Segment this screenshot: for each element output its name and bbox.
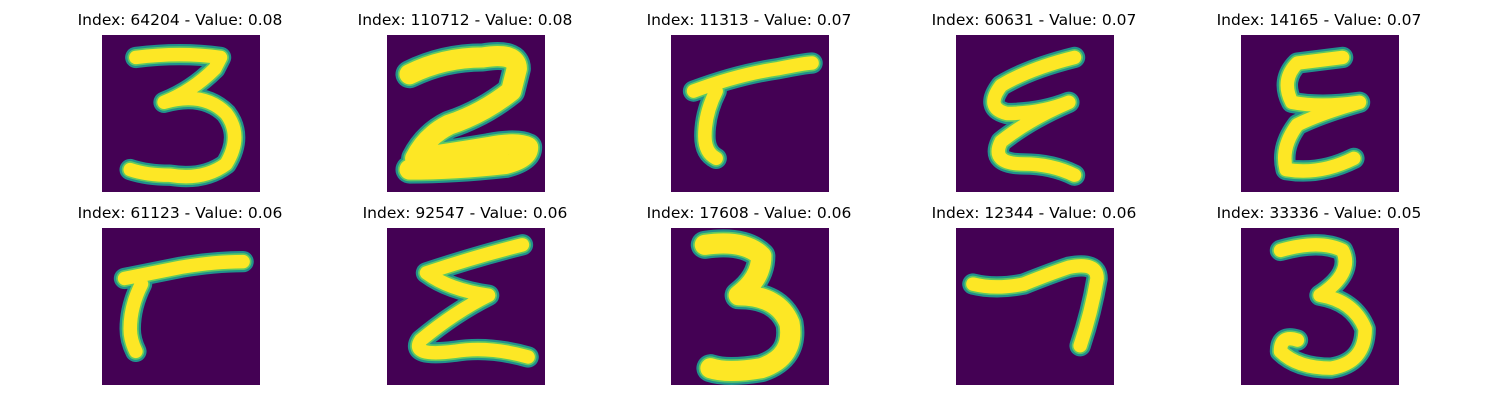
- panel-4: Index: 60631 - Value: 0.07: [884, 0, 1184, 192]
- digit-image: [671, 228, 829, 385]
- panel-5: Index: 14165 - Value: 0.07: [1169, 0, 1469, 192]
- panel-title: Index: 33336 - Value: 0.05: [1216, 204, 1422, 222]
- digit-image: [1241, 228, 1399, 385]
- panel-title: Index: 14165 - Value: 0.07: [1216, 11, 1422, 29]
- digit-image: [102, 35, 260, 192]
- panel-7: Index: 92547 - Value: 0.06: [315, 193, 615, 385]
- panel-title: Index: 12344 - Value: 0.06: [931, 204, 1137, 222]
- digit-image: [102, 228, 260, 385]
- digit-image: [387, 35, 545, 192]
- panel-8: Index: 17608 - Value: 0.06: [599, 193, 899, 385]
- panel-2: Index: 110712 - Value: 0.08: [315, 0, 615, 192]
- panel-9: Index: 12344 - Value: 0.06: [884, 193, 1184, 385]
- digit-image: [956, 35, 1114, 192]
- panel-title: Index: 17608 - Value: 0.06: [646, 204, 852, 222]
- digit-image: [387, 228, 545, 385]
- panel-title: Index: 64204 - Value: 0.08: [77, 11, 283, 29]
- digit-image: [956, 228, 1114, 385]
- panel-title: Index: 60631 - Value: 0.07: [931, 11, 1137, 29]
- panel-title: Index: 11313 - Value: 0.07: [646, 11, 852, 29]
- panel-title: Index: 110712 - Value: 0.08: [357, 11, 573, 29]
- panel-title: Index: 92547 - Value: 0.06: [362, 204, 568, 222]
- panel-title: Index: 61123 - Value: 0.06: [77, 204, 283, 222]
- digit-image: [1241, 35, 1399, 192]
- panel-6: Index: 61123 - Value: 0.06: [30, 193, 330, 385]
- panel-3: Index: 11313 - Value: 0.07: [599, 0, 899, 192]
- panel-10: Index: 33336 - Value: 0.05: [1169, 193, 1469, 385]
- digit-image: [671, 35, 829, 192]
- panel-1: Index: 64204 - Value: 0.08: [30, 0, 330, 192]
